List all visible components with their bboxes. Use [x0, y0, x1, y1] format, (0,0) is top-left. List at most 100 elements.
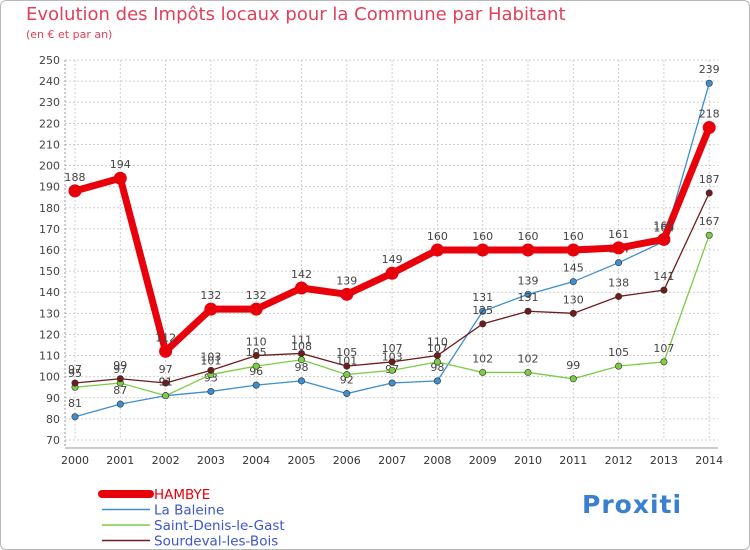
data-point	[524, 290, 532, 298]
data-label: 160	[427, 230, 448, 243]
data-label: 101	[200, 355, 221, 368]
data-point	[479, 307, 487, 315]
data-label: 131	[518, 291, 539, 304]
data-label: 132	[246, 289, 267, 302]
data-point	[615, 292, 623, 300]
data-point	[705, 79, 713, 87]
data-point	[521, 243, 535, 257]
chart-subtitle: (en € et par an)	[26, 28, 113, 41]
data-point	[207, 387, 215, 395]
data-label: 125	[472, 304, 493, 317]
data-point	[71, 379, 79, 387]
data-point	[252, 362, 260, 370]
x-tick-label: 2014	[695, 454, 723, 467]
data-label: 160	[563, 230, 584, 243]
data-label: 97	[68, 363, 82, 376]
data-label: 99	[113, 359, 127, 372]
data-point	[615, 362, 623, 370]
data-label: 160	[472, 230, 493, 243]
data-point	[340, 287, 354, 301]
data-point	[388, 366, 396, 374]
data-point	[569, 375, 577, 383]
data-point	[524, 368, 532, 376]
data-label: 130	[563, 293, 584, 306]
y-tick-label: 130	[39, 307, 60, 320]
data-label: 97	[159, 363, 173, 376]
x-tick-label: 2002	[152, 454, 180, 467]
data-point	[615, 259, 623, 267]
y-tick-label: 190	[39, 181, 60, 194]
y-tick-label: 250	[39, 54, 60, 67]
data-label: 81	[68, 397, 82, 410]
data-label: 145	[563, 262, 584, 275]
data-label: 108	[291, 340, 312, 353]
x-tick-label: 2000	[61, 454, 89, 467]
y-tick-label: 80	[46, 413, 60, 426]
y-tick-label: 230	[39, 96, 60, 109]
data-label: 105	[608, 346, 629, 359]
data-label: 97	[113, 363, 127, 376]
data-point	[612, 241, 626, 255]
data-label: 112	[155, 331, 176, 344]
data-label: 187	[699, 173, 720, 186]
x-tick-label: 2009	[469, 454, 497, 467]
data-label: 96	[249, 365, 263, 378]
data-point	[566, 243, 580, 257]
x-tick-label: 2010	[514, 454, 542, 467]
data-point	[343, 390, 351, 398]
data-label: 167	[699, 215, 720, 228]
data-point	[71, 413, 79, 421]
legend-label: Saint-Denis-le-Gast	[154, 518, 285, 534]
x-tick-label: 2013	[650, 454, 678, 467]
y-tick-label: 70	[46, 434, 60, 447]
data-point	[252, 352, 260, 360]
data-label: 92	[340, 374, 354, 387]
data-point	[433, 377, 441, 385]
data-point	[479, 320, 487, 328]
x-tick-label: 2012	[605, 454, 633, 467]
data-label: 194	[110, 158, 131, 171]
data-label: 110	[427, 336, 448, 349]
data-point	[660, 358, 668, 366]
data-point	[249, 302, 263, 316]
data-label: 99	[566, 359, 580, 372]
data-point	[162, 379, 170, 387]
x-tick-label: 2006	[333, 454, 361, 467]
data-point	[433, 352, 441, 360]
data-label: 105	[336, 346, 357, 359]
data-label: 139	[336, 274, 357, 287]
data-point	[295, 281, 308, 295]
data-label: 239	[699, 63, 720, 76]
data-label: 110	[246, 336, 267, 349]
data-point	[343, 371, 351, 379]
data-label: 188	[65, 171, 86, 184]
data-label: 102	[472, 352, 493, 365]
data-label: 98	[295, 361, 309, 374]
data-point	[343, 362, 351, 370]
data-point	[116, 400, 124, 408]
data-point	[159, 344, 173, 358]
y-tick-label: 170	[39, 223, 60, 236]
data-point	[68, 184, 82, 198]
y-tick-label: 90	[46, 392, 60, 405]
data-point	[204, 302, 218, 316]
data-point	[297, 377, 305, 385]
data-label: 107	[653, 342, 674, 355]
proxiti-logo: Proxiti	[582, 490, 683, 519]
y-tick-label: 180	[39, 202, 60, 215]
y-tick-label: 220	[39, 117, 60, 130]
legend-label: HAMBYE	[154, 487, 210, 503]
data-label: 103	[200, 350, 221, 363]
data-point	[660, 286, 668, 294]
legend-label: Sourdeval-les-Bois	[154, 534, 278, 550]
data-point	[433, 358, 441, 366]
y-tick-label: 110	[39, 350, 60, 363]
x-tick-label: 2003	[197, 454, 225, 467]
data-point	[524, 307, 532, 315]
y-tick-label: 120	[39, 328, 60, 341]
data-point	[657, 232, 671, 246]
data-label: 95	[68, 367, 82, 380]
y-tick-label: 160	[39, 244, 60, 257]
data-point	[385, 266, 399, 280]
